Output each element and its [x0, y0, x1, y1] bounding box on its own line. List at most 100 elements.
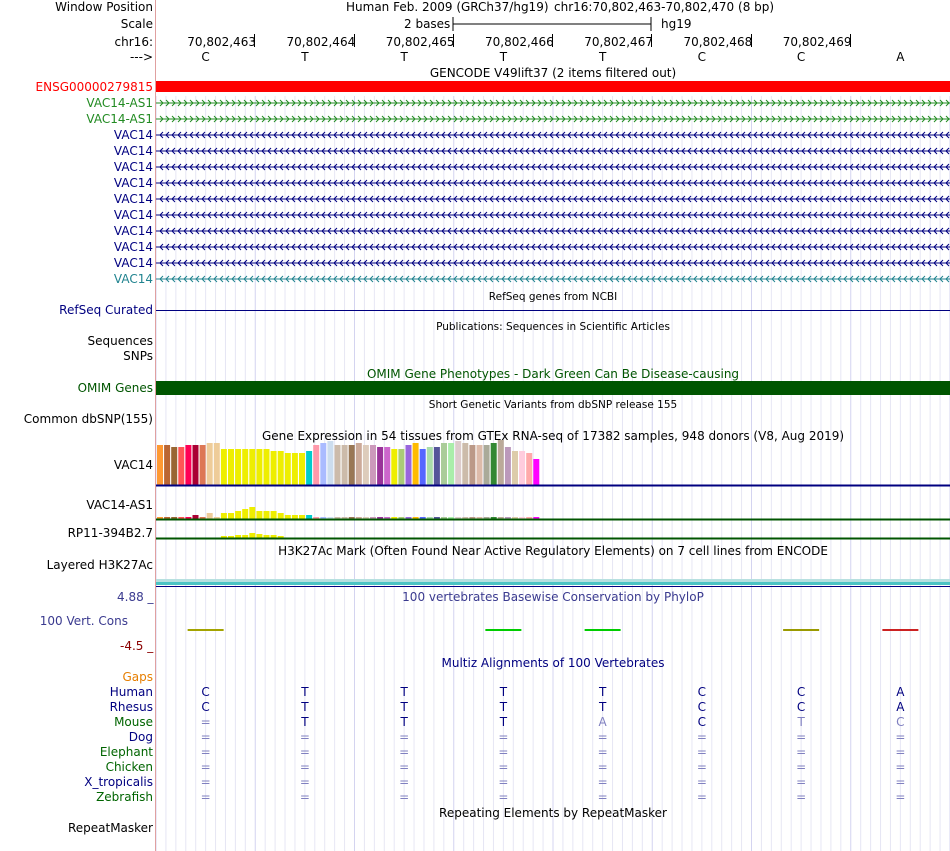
gtex-tissue-bar[interactable]	[391, 449, 398, 485]
gtex-tissue-bar[interactable]	[533, 459, 540, 485]
cons-label[interactable]: 100 Vert. Cons	[39, 614, 128, 628]
gtex-tissue-bar[interactable]	[199, 517, 206, 519]
gtex-tissue-bar[interactable]	[220, 513, 227, 519]
gtex-tissue-bar[interactable]	[256, 534, 263, 538]
gtex-tissue-bar[interactable]	[355, 517, 362, 519]
gtex-tissue-bar[interactable]	[306, 451, 313, 485]
gtex-tissue-bar[interactable]	[228, 513, 234, 519]
gtex-tissue-bar[interactable]	[320, 443, 327, 485]
gtex-tissue-bar[interactable]	[412, 517, 419, 519]
omim-bar[interactable]	[156, 381, 950, 395]
gtex-tissue-bar[interactable]	[533, 517, 540, 519]
gtex-tissue-bar[interactable]	[249, 533, 256, 538]
gtex-tissue-bar[interactable]	[476, 517, 483, 519]
gtex-tissue-bar[interactable]	[441, 517, 447, 519]
multiz-species-label[interactable]: Elephant	[99, 745, 153, 759]
gtex-tissue-bar[interactable]	[313, 517, 320, 519]
gencode-track-label[interactable]: VAC14-AS1	[86, 96, 153, 110]
multiz-species-label[interactable]: Human	[109, 685, 153, 699]
gencode-transcript[interactable]	[156, 113, 950, 127]
gtex-tissue-bar[interactable]	[448, 517, 455, 519]
gtex-tissue-bar[interactable]	[370, 445, 376, 485]
gtex-tissue-bar[interactable]	[348, 517, 355, 519]
gencode-track-label[interactable]: VAC14	[113, 144, 153, 158]
gtex-tissue-bar[interactable]	[483, 445, 490, 485]
dbsnp-label[interactable]: Common dbSNP(155)	[23, 412, 153, 426]
gtex-tissue-bar[interactable]	[469, 445, 476, 485]
gtex-tissue-bar[interactable]	[263, 449, 270, 485]
gtex-tissue-bar[interactable]	[391, 517, 398, 519]
gencode-transcript[interactable]	[156, 257, 950, 271]
gtex-tissue-bar[interactable]	[235, 535, 242, 538]
omim-label[interactable]: OMIM Genes	[77, 381, 153, 395]
gencode-transcript[interactable]	[156, 193, 950, 207]
gtex-tissue-bar[interactable]	[469, 517, 476, 519]
gtex-tissue-bar[interactable]	[199, 445, 206, 485]
gtex-tissue-bar[interactable]	[384, 447, 391, 485]
multiz-species-label[interactable]: Chicken	[105, 760, 153, 774]
refseq-label[interactable]: RefSeq Curated	[59, 303, 153, 317]
gtex-tissue-bar[interactable]	[263, 535, 270, 538]
gtex-tissue-bar[interactable]	[377, 517, 384, 519]
gtex-tissue-bar[interactable]	[497, 517, 504, 519]
gtex-tissue-bar[interactable]	[220, 536, 227, 538]
gtex-tissue-bar[interactable]	[242, 535, 249, 538]
h3k27ac-label[interactable]: Layered H3K27Ac	[46, 558, 153, 572]
gtex-tissue-bar[interactable]	[398, 517, 405, 519]
gtex-tissue-bar[interactable]	[291, 515, 298, 519]
gtex-tissue-bar[interactable]	[277, 513, 284, 519]
gtex-tissue-bar[interactable]	[412, 443, 419, 485]
gencode-transcript[interactable]	[156, 241, 950, 255]
gencode-track-label[interactable]: VAC14	[113, 224, 153, 238]
gtex-tissue-bar[interactable]	[284, 515, 291, 519]
gtex-bars[interactable]	[0, 440, 950, 542]
gencode-track-label[interactable]: VAC14	[113, 176, 153, 190]
gtex-tissue-bar[interactable]	[355, 443, 362, 485]
gtex-label-vac14[interactable]: VAC14	[113, 458, 153, 472]
gtex-tissue-bar[interactable]	[377, 447, 384, 485]
gtex-tissue-bar[interactable]	[490, 443, 497, 485]
gencode-transcript[interactable]	[156, 209, 950, 223]
multiz-species-label[interactable]: Zebrafish	[96, 790, 153, 804]
gtex-tissue-bar[interactable]	[192, 445, 199, 485]
gtex-tissue-bar[interactable]	[341, 445, 348, 485]
gtex-label-rp11-394b2-7[interactable]: RP11-394B2.7	[67, 526, 153, 540]
refseq-title[interactable]: RefSeq genes from NCBI	[488, 291, 618, 303]
omim-title[interactable]: OMIM Gene Phenotypes - Dark Green Can Be…	[366, 367, 740, 381]
sequences-label[interactable]: Sequences	[87, 334, 153, 348]
multiz-species-label[interactable]: X_tropicalis	[84, 775, 153, 789]
gtex-tissue-bar[interactable]	[228, 449, 234, 485]
gtex-tissue-bar[interactable]	[270, 451, 277, 485]
gencode-transcript[interactable]	[156, 161, 950, 175]
gtex-tissue-bar[interactable]	[291, 453, 298, 485]
gtex-tissue-bar[interactable]	[419, 449, 426, 485]
gtex-tissue-bar[interactable]	[164, 517, 171, 519]
gencode-track-label[interactable]: VAC14	[113, 192, 153, 206]
gtex-tissue-bar[interactable]	[490, 517, 497, 519]
gtex-tissue-bar[interactable]	[405, 445, 412, 485]
gtex-tissue-bar[interactable]	[327, 517, 334, 519]
gtex-tissue-bar[interactable]	[299, 515, 305, 519]
multiz-species-label[interactable]: Mouse	[114, 715, 153, 729]
gtex-tissue-bar[interactable]	[192, 515, 199, 519]
multiz-species-label[interactable]: Dog	[128, 730, 153, 744]
gtex-tissue-bar[interactable]	[299, 453, 305, 485]
cons-wiggle[interactable]	[0, 620, 950, 640]
gtex-tissue-bar[interactable]	[320, 517, 327, 519]
gencode-transcript[interactable]	[156, 145, 950, 159]
gtex-label-vac14-as1[interactable]: VAC14-AS1	[86, 498, 153, 512]
gtex-tissue-bar[interactable]	[384, 517, 391, 519]
gtex-tissue-bar[interactable]	[256, 511, 263, 519]
gtex-tissue-bar[interactable]	[362, 517, 369, 519]
gtex-tissue-bar[interactable]	[313, 445, 320, 485]
gtex-tissue-bar[interactable]	[185, 517, 192, 519]
gtex-tissue-bar[interactable]	[256, 449, 263, 485]
repeatmasker-title[interactable]: Repeating Elements by RepeatMasker	[439, 806, 667, 820]
gtex-tissue-bar[interactable]	[504, 517, 511, 519]
snps-label[interactable]: SNPs	[123, 349, 153, 363]
gencode-track-label[interactable]: VAC14	[113, 272, 153, 286]
gtex-tissue-bar[interactable]	[462, 443, 469, 485]
gtex-tissue-bar[interactable]	[164, 445, 171, 485]
gtex-tissue-bar[interactable]	[277, 451, 284, 485]
h3k27ac-title[interactable]: H3K27Ac Mark (Often Found Near Active Re…	[278, 544, 828, 558]
